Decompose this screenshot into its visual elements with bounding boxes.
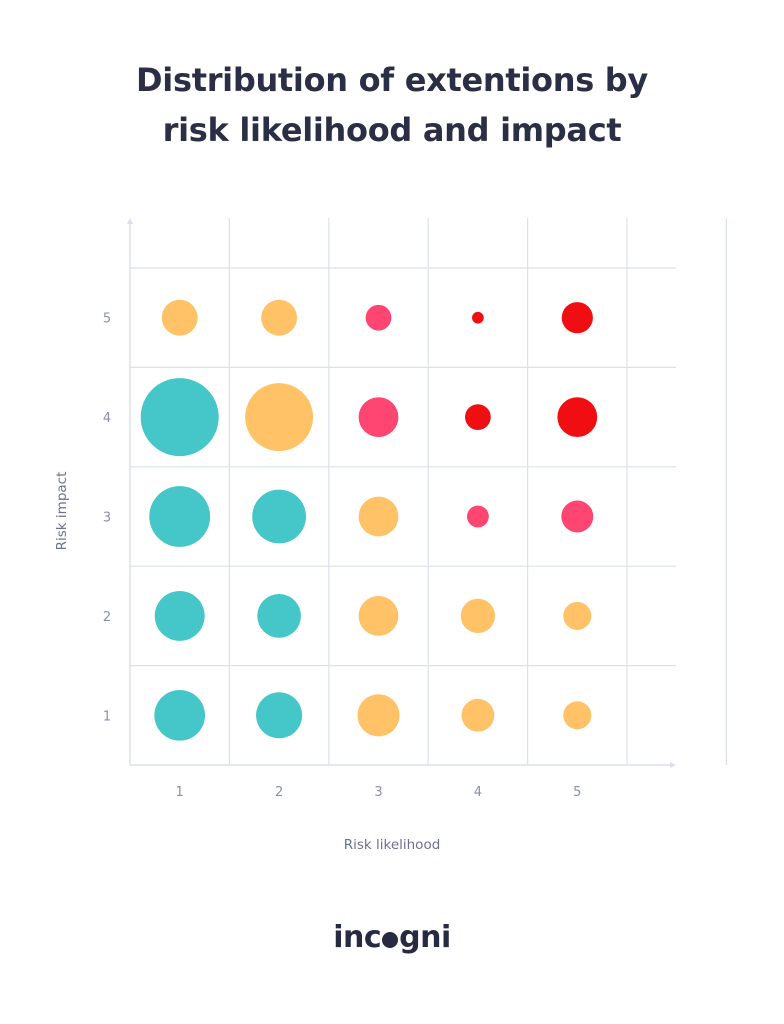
y-tick-label: 3 bbox=[103, 511, 111, 526]
x-tick-labels: 1 2 3 4 5 bbox=[176, 785, 582, 800]
bubble-x3-y2 bbox=[358, 596, 399, 636]
chart-title-line-1: Distribution of extentions by bbox=[136, 61, 648, 99]
bubble-x5-y1 bbox=[563, 701, 592, 730]
bubble-x4-y3 bbox=[466, 505, 489, 528]
x-tick-label: 2 bbox=[275, 785, 283, 800]
bubble-x2-y2 bbox=[257, 594, 301, 638]
bubble-x5-y3 bbox=[561, 500, 594, 533]
bubble-x3-y1 bbox=[357, 694, 400, 737]
bubble-chart: 1 2 3 4 5 1 2 3 4 5 Risk likelihood Risk impact bbox=[54, 218, 728, 853]
logo-filled-o-icon bbox=[382, 932, 399, 948]
bubble-x1-y1 bbox=[154, 689, 206, 741]
x-tick-label: 4 bbox=[474, 785, 482, 800]
bubble-x2-y1 bbox=[256, 692, 303, 739]
bubble-x1-y2 bbox=[154, 590, 205, 641]
bubble-x3-y5 bbox=[365, 304, 392, 331]
chart-title-line-2: risk likelihood and impact bbox=[162, 111, 622, 149]
bubble-x4-y1 bbox=[461, 698, 495, 732]
y-axis-arrow-icon bbox=[127, 218, 133, 224]
bubble-x5-y5 bbox=[561, 302, 593, 334]
y-tick-label: 4 bbox=[103, 411, 111, 426]
y-tick-labels: 1 2 3 4 5 bbox=[103, 312, 111, 725]
y-tick-label: 1 bbox=[103, 709, 111, 724]
logo-text-start: inc bbox=[333, 920, 382, 955]
bubble-x1-y3 bbox=[149, 486, 211, 547]
bubbles bbox=[140, 299, 598, 741]
bubble-x1-y4 bbox=[140, 378, 219, 457]
bubble-x4-y5 bbox=[472, 311, 484, 324]
y-tick-label: 2 bbox=[103, 610, 111, 625]
grid bbox=[130, 218, 728, 765]
bubble-x2-y4 bbox=[245, 383, 314, 452]
bubble-x4-y4 bbox=[465, 404, 491, 430]
chart-title: Distribution of extentions by risk likel… bbox=[0, 55, 784, 155]
incogni-logo: inc gni bbox=[0, 920, 784, 955]
x-axis-arrow-icon bbox=[670, 762, 676, 768]
bubble-x2-y3 bbox=[252, 489, 307, 544]
bubble-x3-y3 bbox=[358, 496, 399, 537]
bubble-x3-y4 bbox=[358, 397, 399, 437]
y-axis-title: Risk impact bbox=[54, 472, 70, 551]
bubble-x2-y5 bbox=[261, 299, 298, 336]
x-tick-label: 3 bbox=[374, 785, 382, 800]
bubble-x1-y5 bbox=[161, 299, 198, 336]
x-tick-label: 1 bbox=[176, 785, 184, 800]
x-axis-title: Risk likelihood bbox=[344, 837, 441, 853]
axes bbox=[127, 218, 676, 768]
bubble-x5-y2 bbox=[563, 601, 592, 630]
bubble-x4-y2 bbox=[460, 598, 496, 634]
y-tick-label: 5 bbox=[103, 312, 111, 327]
bubble-x5-y4 bbox=[557, 397, 598, 437]
x-tick-label: 5 bbox=[573, 785, 581, 800]
logo-text-end: gni bbox=[399, 920, 451, 955]
